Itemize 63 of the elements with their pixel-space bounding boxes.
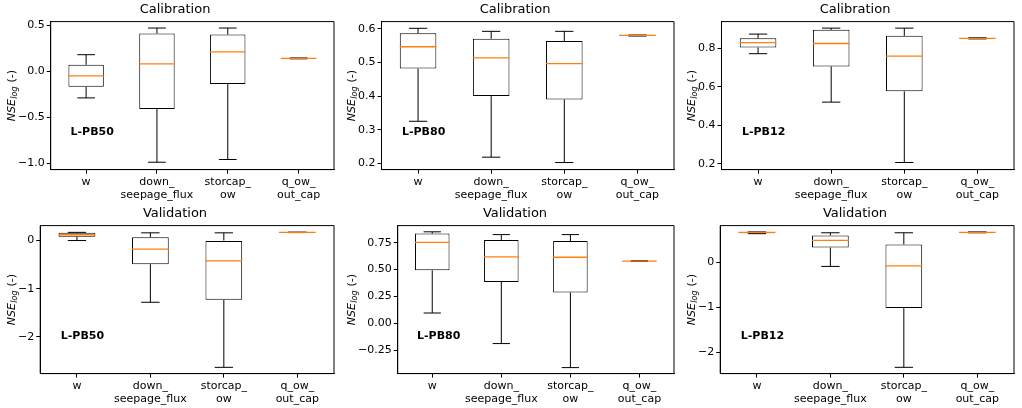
chart-title: Calibration (139, 1, 211, 17)
y-axis-title: NSElog (-) (4, 69, 20, 122)
x-tick-label: q_ow_ out_cap (276, 175, 321, 202)
x-tick-label: q_ow_ out_cap (955, 175, 1000, 202)
chart-title: Validation (142, 205, 208, 221)
x-tick-label: storcap_ ow (204, 175, 252, 202)
x-tick-label: q_ow_ out_cap (617, 379, 662, 406)
y-tick-label: −1 (698, 300, 715, 314)
y-tick-label: 0.0 (27, 64, 45, 78)
chart-title: Validation (822, 205, 888, 221)
y-tick-label: −0.5 (17, 110, 45, 124)
x-tick-label: storcap_ ow (880, 379, 928, 406)
x-tick-label: down_ seepage_flux (454, 175, 528, 202)
x-tick-label: w (72, 379, 82, 393)
chart-title: Validation (482, 205, 548, 221)
chart-title: Calibration (479, 1, 551, 17)
y-tick-label: −2 (18, 329, 35, 343)
x-tick-label: w (752, 379, 762, 393)
annotation: L-PB12 (740, 329, 785, 343)
y-tick-label: 0.3 (357, 122, 376, 136)
y-tick-label: 0.6 (357, 21, 376, 35)
y-tick-label: −2 (698, 344, 715, 358)
x-tick-label: w (427, 379, 437, 393)
annotation: L-PB12 (741, 125, 786, 139)
y-tick-label: 0.2 (357, 156, 376, 170)
x-tick-label: storcap_ ow (547, 379, 595, 406)
x-tick-label: q_ow_ out_cap (275, 379, 319, 406)
y-tick-label: 0.75 (367, 235, 392, 249)
x-tick-label: down_ seepage_flux (114, 379, 188, 406)
x-tick-label: storcap_ ow (541, 175, 588, 202)
y-axis-title: NSElog (-) (344, 273, 360, 326)
y-tick-label: 0.5 (27, 18, 45, 32)
x-tick-label: down_ seepage_flux (120, 175, 194, 202)
x-tick-label: storcap_ ow (881, 175, 928, 202)
annotation: L-PB80 (417, 329, 461, 343)
x-tick-label: storcap_ ow (200, 379, 248, 406)
y-tick-label: 0.00 (367, 316, 392, 330)
annotation: L-PB50 (60, 329, 105, 343)
y-tick-label: 0 (707, 255, 715, 269)
x-tick-label: down_ seepage_flux (794, 175, 868, 202)
y-tick-label: 0.50 (367, 262, 392, 276)
x-tick-label: w (753, 175, 763, 189)
y-axis-title: NSElog (-) (344, 69, 360, 122)
y-tick-label: −0.25 (357, 342, 392, 356)
y-tick-label: 0.2 (697, 156, 716, 170)
x-tick-label: down_ seepage_flux (464, 379, 539, 406)
x-tick-label: w (81, 175, 91, 189)
x-tick-label: down_ seepage_flux (794, 379, 868, 406)
annotation: L-PB50 (70, 125, 115, 139)
y-tick-label: 0.25 (367, 289, 392, 303)
y-tick-label: −1.0 (17, 156, 45, 170)
y-axis-title: NSElog (-) (684, 273, 700, 326)
y-tick-label: 0.8 (697, 41, 716, 55)
y-tick-label: −1 (18, 281, 35, 295)
y-axis-title: NSElog (-) (4, 273, 20, 326)
x-tick-label: q_ow_ out_cap (955, 379, 999, 406)
y-tick-label: 0 (27, 233, 35, 247)
y-tick-label: 0.4 (697, 118, 716, 132)
x-tick-label: q_ow_ out_cap (615, 175, 660, 202)
y-tick-label: 0.5 (357, 55, 376, 69)
annotation: L-PB80 (401, 125, 446, 139)
chart-title: Calibration (819, 1, 891, 17)
x-tick-label: w (413, 175, 423, 189)
